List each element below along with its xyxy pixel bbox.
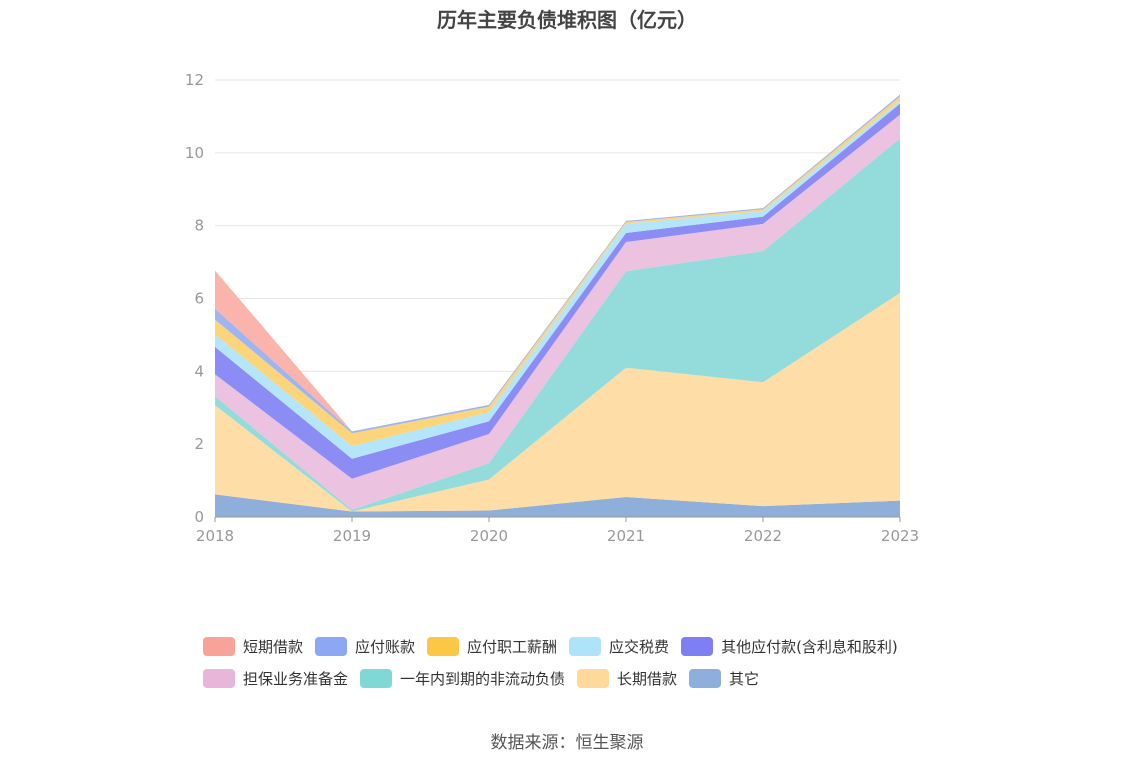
y-tick-label: 8 [194,217,204,235]
x-tick-labels: 2018 2019 2020 2021 2022 2023 [196,527,919,545]
x-tick-label: 2020 [470,527,508,545]
y-tick-labels: 0 2 4 6 8 10 12 [185,71,204,526]
legend-label: 其他应付款(含利息和股利) [721,637,898,656]
legend-row: 担保业务准备金 一年内到期的非流动负债 长期借款 其它 [203,662,963,694]
y-tick-label: 2 [194,435,204,453]
legend-item[interactable]: 担保业务准备金 [203,668,348,689]
legend-swatch [427,636,460,656]
legend-swatch [689,668,722,688]
y-tick-label: 10 [185,144,204,162]
chart-title: 历年主要负债堆积图（亿元） [437,8,697,32]
legend-label: 长期借款 [617,669,678,688]
y-tick-label: 12 [185,71,204,89]
legend-label: 应付职工薪酬 [467,637,558,656]
x-tick-label: 2018 [196,527,234,545]
stacked-area-chart: 0 2 4 6 8 10 12 2018 2019 2020 2021 2022 2023 [185,71,919,545]
legend-item[interactable]: 其他应付款(含利息和股利) [681,636,898,657]
legend-item[interactable]: 一年内到期的非流动负债 [360,668,565,689]
x-tick-label: 2022 [744,527,782,545]
x-tick-label: 2021 [607,527,645,545]
legend-label: 应交税费 [609,637,670,656]
legend-item[interactable]: 长期借款 [577,668,677,689]
x-axis [214,516,901,522]
area-长期借款 [215,293,900,512]
legend-swatch [681,636,714,656]
y-tick-label: 6 [194,290,204,308]
area-一年内到期的非流动负债 [215,138,900,512]
y-tick-label: 4 [194,362,204,380]
legend-label: 一年内到期的非流动负债 [400,669,566,688]
legend-row: 短期借款 应付账款 应付职工薪酬 应交税费 其他应付款(含利息和股利) [203,630,963,662]
data-source: 数据来源：恒生聚源 [490,733,644,753]
legend-label: 担保业务准备金 [243,669,349,688]
legend: 短期借款 应付账款 应付职工薪酬 应交税费 其他应付款(含利息和股利) 担保业务准备金 一年… [203,630,963,694]
legend-swatch [577,668,610,688]
legend-swatch [203,636,235,656]
legend-swatch [360,668,393,688]
legend-label: 应付账款 [355,637,416,656]
legend-item[interactable]: 短期借款 [203,636,303,657]
x-tick-label: 2023 [881,527,919,545]
legend-swatch [569,636,602,656]
area-其它 [215,494,900,517]
x-tick-label: 2019 [333,527,371,545]
legend-label: 其它 [729,669,760,688]
y-tick-label: 0 [194,508,204,526]
legend-item[interactable]: 应交税费 [569,636,669,657]
legend-swatch [203,668,235,688]
legend-item[interactable]: 其它 [689,668,759,689]
legend-item[interactable]: 应付职工薪酬 [427,636,557,657]
legend-item[interactable]: 应付账款 [315,636,415,657]
legend-swatch [315,636,348,656]
area-series [215,94,900,517]
legend-label: 短期借款 [243,637,304,656]
